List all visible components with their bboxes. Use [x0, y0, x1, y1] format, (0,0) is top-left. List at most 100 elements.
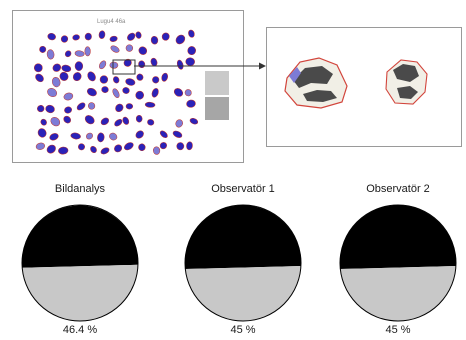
scan-particle [99, 60, 107, 70]
scan-particle [123, 58, 132, 67]
scan-particle [40, 118, 47, 126]
scan-particle [144, 101, 156, 108]
scan-particle [97, 132, 105, 143]
scan-particle [175, 119, 183, 128]
pie-title-observator-1: Observatör 1 [211, 183, 275, 195]
scan-particle [150, 35, 159, 45]
scan-particle [159, 130, 168, 138]
pie-slice-dark [339, 205, 456, 270]
scan-particle [115, 103, 124, 113]
zoomed-particle-right [385, 59, 428, 105]
scan-particle [76, 102, 86, 111]
scan-particle [161, 72, 168, 82]
scan-particle [135, 31, 142, 39]
scan-particle [84, 46, 91, 57]
scan-particle [72, 34, 80, 41]
pie-slice-dark [21, 205, 138, 268]
scan-particle [189, 118, 199, 125]
scan-particle [74, 50, 85, 57]
scan-particle [90, 145, 97, 154]
scan-particle [37, 105, 45, 113]
scan-particle [99, 75, 109, 84]
scan-particle [136, 73, 144, 81]
scan-particle [84, 115, 95, 125]
scan-particle [63, 92, 74, 101]
scan-particle [147, 119, 155, 126]
pie-outline [21, 204, 139, 322]
scan-particle [173, 88, 184, 97]
scan-particle [109, 61, 119, 69]
scan-canvas: Lugu4 46a [33, 19, 229, 155]
pie-chart-bildanalys [21, 204, 139, 322]
scan-particle [161, 32, 170, 41]
scan-particle [151, 88, 159, 98]
pie-title-bildanalys: Bildanalys [54, 183, 106, 195]
scan-particle [46, 144, 56, 154]
scan-particle [176, 142, 185, 151]
scan-particle [64, 106, 73, 114]
scan-particle [114, 144, 123, 153]
scan-particle [127, 32, 136, 41]
scan-particle [135, 114, 143, 123]
scan-particle [138, 143, 146, 152]
scan-particle [98, 30, 106, 39]
scan-particle [33, 63, 43, 73]
scan-particle [86, 87, 97, 97]
pie-slice-dark [184, 205, 301, 270]
scan-particle [72, 72, 82, 82]
scan-particle [109, 132, 118, 141]
scan-particle [112, 88, 120, 98]
scan-particle [124, 142, 134, 151]
scan-particle [114, 119, 123, 127]
scan-particle [50, 116, 61, 127]
scan-particle [52, 63, 62, 72]
scan-particle [135, 130, 144, 139]
scan-particle [84, 32, 92, 41]
scan-particle [35, 142, 45, 150]
scan-particle [184, 89, 192, 97]
scan-particle [185, 57, 195, 66]
pie-value-observator-1: 45 % [230, 324, 256, 336]
scan-particle [45, 104, 55, 114]
zoom-image [266, 27, 462, 147]
scan-particle [87, 71, 96, 82]
scan-particle [125, 78, 136, 86]
scan-particle [110, 45, 120, 53]
scan-particle [186, 99, 196, 108]
scan-particle [58, 146, 69, 155]
scan-particle [60, 35, 69, 43]
scan-particle [37, 128, 47, 138]
scan-particle [70, 132, 81, 140]
grey-card-dark [205, 97, 229, 120]
scan-particle [47, 32, 56, 41]
scan-particle [172, 130, 183, 138]
scan-particle [152, 76, 160, 84]
scan-particle [113, 76, 120, 84]
scan-particle [59, 71, 69, 81]
pie-chart-observator-2 [339, 204, 457, 322]
scan-particle [159, 142, 167, 150]
scan-image: Lugu4 46a [12, 10, 244, 163]
pie-value-bildanalys: 46.4 % [62, 324, 98, 336]
scan-particle [175, 34, 186, 45]
scan-particle [122, 87, 130, 94]
scan-particle [61, 64, 72, 73]
scan-particle [187, 46, 196, 56]
pie-outline [184, 204, 302, 322]
scan-particle [176, 59, 184, 70]
zoom-canvas [284, 57, 428, 109]
scan-particle [86, 132, 93, 140]
scan-particle [39, 45, 47, 53]
scan-particle [125, 44, 134, 52]
particle-field [33, 29, 199, 155]
scan-particle [186, 141, 193, 151]
grey-card-light [205, 71, 229, 95]
scan-particle [153, 146, 161, 155]
scan-particle [188, 29, 195, 38]
scan-particle [88, 102, 96, 110]
pie-slice-light [185, 266, 301, 322]
pie-title-observator-2: Observatör 2 [366, 183, 430, 195]
scan-handwritten-label: Lugu4 46a [97, 19, 126, 25]
scan-particle [100, 147, 110, 155]
